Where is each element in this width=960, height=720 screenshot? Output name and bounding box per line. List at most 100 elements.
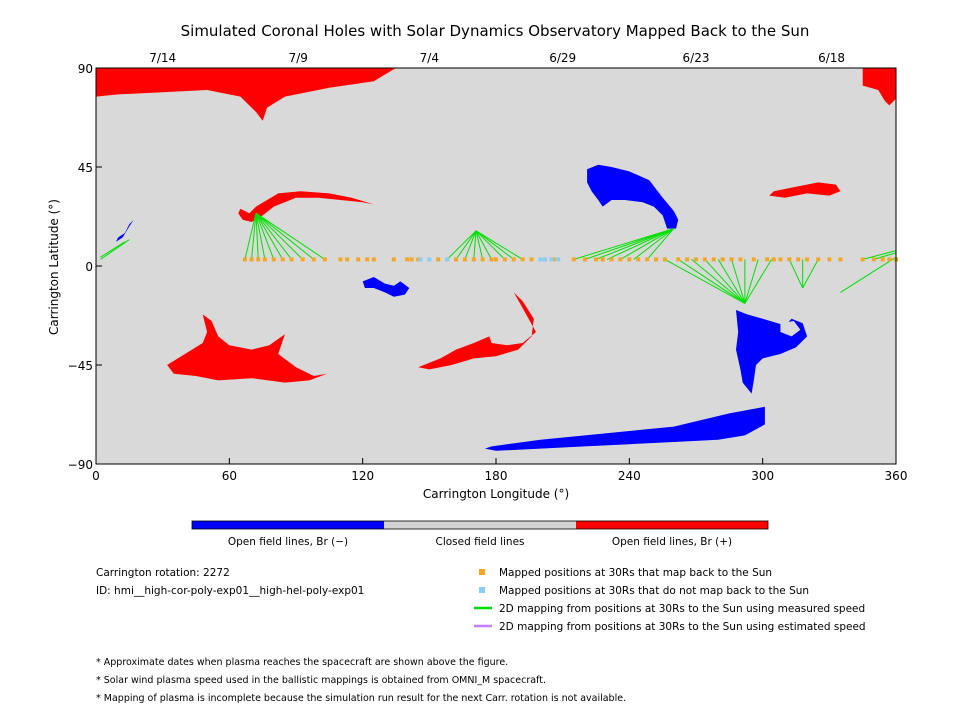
y-tick-label-2: 0	[85, 260, 93, 274]
footpoint-mapped-21	[454, 257, 458, 262]
y-tick-label-1: −45	[68, 359, 93, 373]
mapping-line-29	[704, 259, 746, 304]
footpoint-mapped-54	[771, 257, 776, 262]
footpoint-mapped-14	[371, 257, 376, 262]
footpoint-mapped-0	[242, 257, 247, 262]
footpoint-mapped-46	[694, 257, 698, 262]
mapping-line-41	[873, 252, 896, 260]
footpoint-mapped-57	[796, 257, 801, 262]
y-tick-label-4: 90	[78, 62, 93, 76]
footpoints	[242, 257, 898, 262]
mapping-line-1	[251, 213, 257, 260]
region-positive-5	[418, 292, 536, 370]
footpoint-unmapped-5	[549, 257, 554, 262]
footpoint-mapped-23	[471, 257, 476, 262]
footpoint-mapped-63	[871, 257, 876, 262]
footpoint-mapped-17	[409, 257, 414, 262]
mapping-line-25	[646, 228, 675, 260]
footpoint-mapped-39	[627, 257, 632, 262]
footpoint-mapped-55	[778, 257, 783, 262]
region-negative-10	[484, 406, 765, 451]
y-axis-label: Carrington Latitude (°)	[47, 199, 61, 335]
x-tick-label-3: 180	[485, 469, 508, 483]
footpoint-mapped-42	[654, 257, 658, 262]
footpoint-unmapped-6	[556, 257, 561, 262]
legend-marker-1	[479, 587, 485, 593]
date-tick-label-5: 6/18	[818, 51, 845, 65]
footpoint-mapped-47	[702, 257, 707, 262]
footpoint-mapped-40	[636, 257, 641, 262]
region-negative-7	[362, 277, 410, 297]
mapping-line-31	[731, 259, 746, 304]
footpoint-mapped-28	[511, 257, 516, 262]
footnote-1: * Solar wind plasma speed used in the ba…	[96, 675, 546, 686]
footpoint-mapped-19	[436, 257, 441, 262]
footpoint-mapped-60	[827, 257, 832, 262]
footpoint-mapped-13	[365, 257, 370, 262]
footpoint-mapped-49	[720, 257, 725, 262]
region-positive-0	[96, 68, 396, 121]
plot-background	[96, 68, 896, 464]
colorbar-label-0: Open field lines, Br (−)	[228, 536, 348, 548]
footpoint-mapped-10	[338, 257, 343, 262]
footpoint-mapped-48	[711, 257, 716, 262]
footpoint-mapped-38	[618, 257, 623, 262]
date-tick-label-2: 7/4	[420, 51, 439, 65]
footpoint-mapped-58	[805, 257, 810, 262]
footpoint-mapped-12	[356, 257, 361, 262]
legend-label-1: Mapped positions at 30Rs that do not map…	[499, 585, 809, 597]
legend-marker-0	[479, 569, 485, 575]
mapping-line-26	[664, 258, 746, 304]
mapping-line-39	[100, 241, 126, 258]
mapping-line-7	[255, 212, 304, 260]
top-date-axis: 7/14 7/9 7/4 6/29 6/23 6/18	[149, 51, 845, 74]
colorbar-frame	[191, 520, 769, 530]
footpoint-mapped-7	[300, 257, 305, 262]
mapping-line-20	[584, 228, 674, 260]
carrington-rotation: Carrington rotation: 2272	[96, 567, 230, 579]
footpoint-mapped-51	[738, 257, 743, 262]
mapping-line-37	[802, 259, 819, 289]
footnote-2: * Mapping of plasma is incomplete becaus…	[96, 693, 626, 704]
region-positive-2	[238, 191, 374, 222]
footpoint-mapped-6	[289, 257, 294, 262]
mapping-line-35	[788, 259, 804, 289]
date-tick-label-1: 7/9	[289, 51, 308, 65]
mapping-line-9	[255, 212, 326, 260]
y-axis-ticks: −90 −45 0 45 90	[68, 62, 102, 472]
legend-label-3: 2D mapping from positions at 30Rs to the…	[499, 621, 866, 633]
footpoint-mapped-61	[838, 257, 843, 262]
footpoint-mapped-1	[249, 257, 254, 262]
footpoint-mapped-36	[600, 257, 605, 262]
x-tick-label-0: 0	[92, 469, 100, 483]
y-tick-label-3: 45	[78, 161, 93, 175]
legend-label-2: 2D mapping from positions at 30Rs to the…	[499, 603, 865, 615]
region-positive-1	[862, 68, 896, 106]
mapping-line-11	[455, 230, 477, 260]
chart-title: Simulated Coronal Holes with Solar Dynam…	[181, 22, 810, 40]
date-tick-label-4: 6/23	[683, 51, 710, 65]
colorbar-label-1: Closed field lines	[435, 536, 524, 548]
footpoint-mapped-59	[816, 257, 821, 262]
mapping-line-16	[475, 230, 506, 260]
footpoint-mapped-22	[462, 257, 467, 262]
legend-label-0: Mapped positions at 30Rs that map back t…	[499, 567, 772, 579]
y-tick-label-0: −90	[68, 458, 93, 472]
mapping-line-23	[620, 228, 675, 260]
footpoint-unmapped-4	[542, 257, 547, 262]
mapping-line-34	[744, 259, 772, 304]
footpoint-mapped-34	[582, 257, 587, 262]
mapping-line-18	[475, 230, 523, 260]
footpoint-mapped-41	[645, 257, 650, 262]
mapping-line-15	[475, 230, 492, 260]
region-negative-8	[587, 164, 679, 229]
footpoint-unmapped-2	[445, 257, 450, 262]
colorbar-segment-2	[576, 521, 768, 529]
footpoint-mapped-11	[345, 257, 350, 262]
footpoint-mapped-35	[594, 257, 598, 262]
footpoint-mapped-50	[729, 257, 734, 262]
colorbar-labels: Open field lines, Br (−) Closed field lin…	[228, 536, 732, 548]
mapping-line-30	[717, 259, 746, 304]
coronal-hole-regions	[96, 68, 896, 451]
